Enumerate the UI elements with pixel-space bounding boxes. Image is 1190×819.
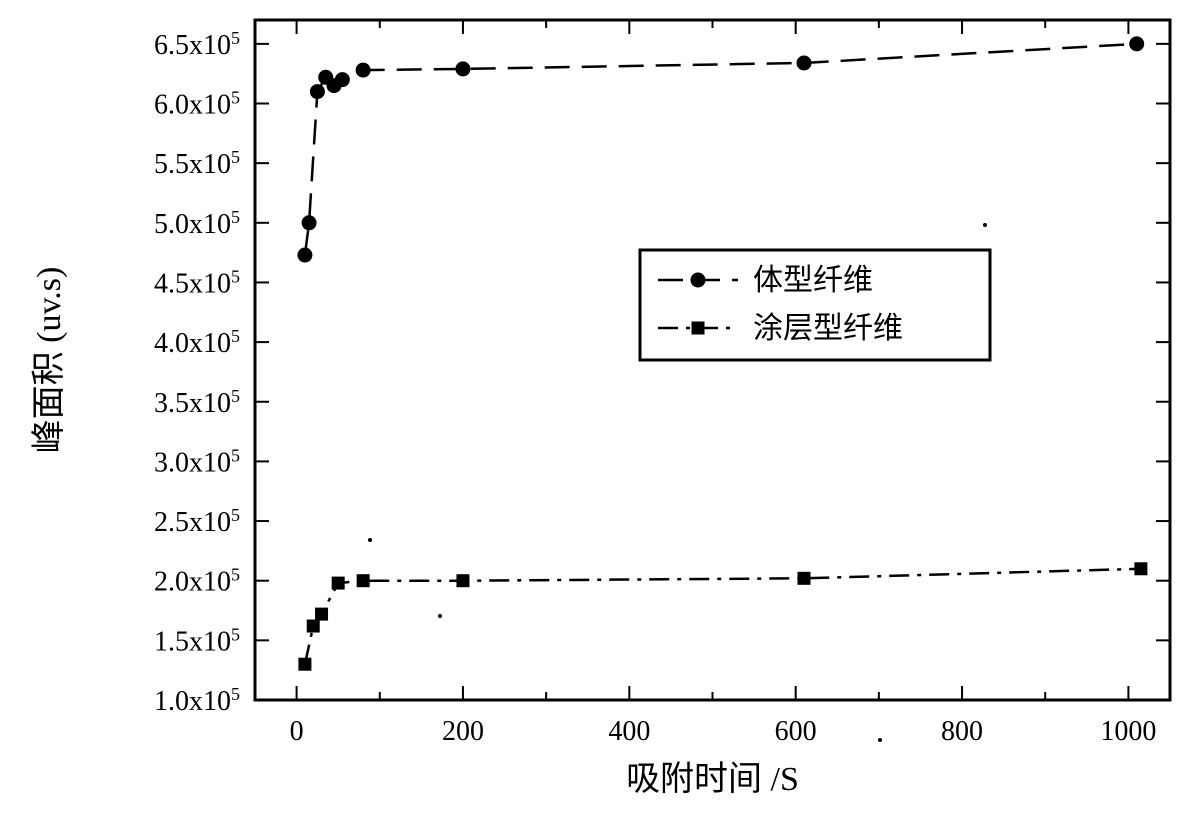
x-tick-label: 400 <box>608 716 650 747</box>
series-marker-1 <box>307 620 319 632</box>
artifact-dot <box>983 223 987 227</box>
series-marker-0 <box>298 248 312 262</box>
legend-marker-0 <box>691 273 705 287</box>
y-tick-label: 2.0x105 <box>154 565 240 598</box>
y-tick-label: 1.0x105 <box>154 684 240 717</box>
x-tick-label: 0 <box>290 716 304 747</box>
y-tick-label: 3.0x105 <box>154 445 240 478</box>
series-marker-0 <box>797 56 811 70</box>
legend-marker-1 <box>692 322 704 334</box>
series-marker-1 <box>457 575 469 587</box>
chart-container: 0 200 400 600 800 1000 1.0x105 1.5x105 2.0x105 2.… <box>0 0 1190 819</box>
y-tick-label: 6.5x105 <box>154 28 240 61</box>
y-tick-label: 5.5x105 <box>154 147 240 180</box>
y-tick-label: 6.0x105 <box>154 88 240 121</box>
series-marker-1 <box>299 658 311 670</box>
y-tick-label: 5.0x105 <box>154 207 240 240</box>
legend-label-1: 涂层型纤维 <box>753 312 903 345</box>
x-axis-label: 吸附时间 /S <box>626 761 799 798</box>
series-marker-1 <box>357 575 369 587</box>
x-tick-label: 600 <box>775 716 817 747</box>
y-tick-label: 4.0x105 <box>154 326 240 359</box>
y-tick-label: 3.5x105 <box>154 386 240 419</box>
series-marker-0 <box>302 216 316 230</box>
y-tick-label: 1.5x105 <box>154 624 240 657</box>
x-tick-label: 200 <box>442 716 484 747</box>
series-marker-1 <box>316 608 328 620</box>
series-marker-1 <box>332 577 344 589</box>
artifact-dot <box>368 538 372 542</box>
series-line-0 <box>305 44 1137 255</box>
series-marker-1 <box>798 572 810 584</box>
x-tick-label: 800 <box>941 716 983 747</box>
series-marker-0 <box>335 73 349 87</box>
series-marker-0 <box>356 63 370 77</box>
x-tick-label: 1000 <box>1100 716 1156 747</box>
series-line-1 <box>305 569 1141 664</box>
legend-label-0: 体型纤维 <box>753 264 873 297</box>
series-marker-0 <box>1130 37 1144 51</box>
artifact-dot <box>438 614 442 618</box>
series-marker-0 <box>456 62 470 76</box>
series-marker-0 <box>310 85 324 99</box>
y-tick-label: 4.5x105 <box>154 266 240 299</box>
y-axis-label: 峰面积 (uv.s) <box>30 267 68 454</box>
artifact-dot <box>878 738 882 742</box>
series-marker-1 <box>1135 563 1147 575</box>
chart-svg: 0 200 400 600 800 1000 1.0x105 1.5x105 2.0x105 2.… <box>0 0 1190 819</box>
y-tick-label: 2.5x105 <box>154 505 240 538</box>
